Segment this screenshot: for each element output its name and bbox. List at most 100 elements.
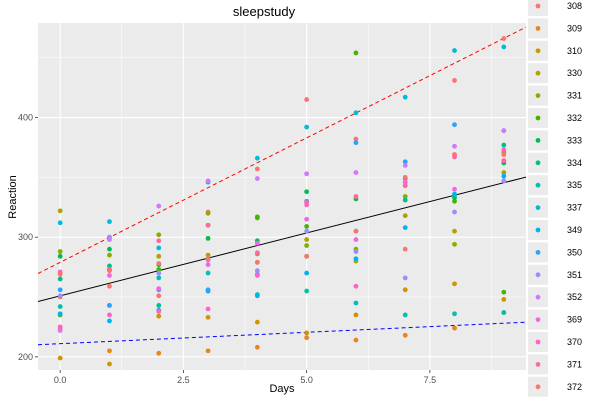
legend-label: 350 [567, 247, 582, 257]
legend-label: 310 [567, 46, 582, 56]
data-point [156, 350, 162, 356]
data-point [57, 271, 63, 277]
data-point [205, 222, 211, 228]
data-point [57, 276, 63, 282]
data-points [57, 36, 507, 367]
data-point [205, 252, 211, 258]
x-tick-label: 2.5 [177, 375, 190, 385]
legend-label: 337 [567, 203, 582, 213]
data-point [402, 162, 408, 168]
legend-label: 331 [567, 91, 582, 101]
data-point [57, 220, 63, 226]
legend-key-308 [535, 3, 541, 9]
data-point [254, 155, 260, 161]
data-point [107, 252, 112, 258]
data-point [304, 171, 310, 177]
legend-label: 309 [567, 23, 582, 33]
chart-title: sleepstudy [233, 4, 296, 19]
data-point [353, 283, 359, 289]
major-gridlines [38, 23, 526, 370]
data-point [452, 191, 457, 197]
data-point [254, 268, 260, 274]
data-point [304, 224, 310, 229]
data-point [353, 110, 359, 116]
data-point [156, 253, 162, 259]
data-point [353, 249, 359, 254]
data-point [156, 203, 162, 209]
data-point [156, 232, 162, 238]
legend-key-371 [535, 362, 541, 367]
data-point [304, 335, 310, 341]
data-point [254, 344, 260, 350]
data-point [304, 330, 310, 336]
data-point [402, 174, 408, 180]
data-point [57, 253, 63, 259]
data-point [156, 302, 162, 308]
reference-line [38, 321, 526, 346]
data-point [156, 275, 162, 281]
plot-panel [38, 23, 526, 370]
data-point [254, 273, 260, 278]
data-point [402, 287, 408, 293]
data-point [353, 140, 359, 146]
data-point [254, 240, 260, 246]
data-point [107, 219, 112, 225]
data-point [452, 325, 457, 331]
data-point [452, 209, 457, 215]
data-point [501, 128, 507, 134]
data-point [205, 287, 211, 293]
legend-label: 369 [567, 315, 582, 325]
data-point [501, 44, 507, 50]
legend-key-334 [535, 160, 541, 166]
data-point [57, 328, 63, 333]
legend-label: 352 [567, 292, 582, 302]
y-axis-title: Reaction [7, 175, 19, 218]
data-point [402, 332, 408, 338]
data-point [452, 143, 457, 149]
legend-key-337 [535, 205, 541, 211]
data-point [205, 256, 211, 262]
data-point [304, 270, 310, 276]
data-point [107, 318, 112, 324]
data-point [353, 50, 359, 56]
data-point [353, 256, 359, 262]
data-point [304, 243, 310, 248]
data-point [353, 237, 359, 242]
data-point [57, 355, 63, 361]
legend-label: 351 [567, 270, 582, 280]
data-point [402, 213, 408, 219]
reference-line [38, 26, 526, 274]
data-point [205, 348, 211, 354]
data-point [402, 159, 408, 165]
legend-label: 370 [567, 337, 582, 347]
data-point [107, 361, 112, 367]
legend-key-310 [535, 48, 541, 54]
data-point [156, 286, 162, 292]
data-point [205, 235, 211, 241]
data-point [254, 319, 260, 325]
data-point [57, 249, 63, 254]
data-point [452, 311, 457, 317]
x-axis-title: Days [269, 383, 295, 395]
data-point [501, 142, 507, 148]
data-point [501, 310, 507, 315]
data-point [156, 270, 162, 276]
data-point [107, 348, 112, 354]
data-point [501, 297, 507, 302]
data-point [304, 237, 310, 242]
legend-key-370 [535, 339, 541, 345]
data-point [107, 273, 112, 278]
data-point [402, 225, 408, 231]
data-point [57, 208, 63, 214]
data-point [501, 152, 507, 158]
legend-label: 335 [567, 180, 582, 190]
data-point [452, 152, 457, 158]
data-point [402, 94, 408, 100]
legend-key-350 [535, 250, 541, 255]
data-point [107, 268, 112, 274]
data-point [156, 261, 162, 266]
data-point [57, 311, 63, 317]
data-point [452, 198, 457, 204]
data-point [156, 313, 162, 319]
data-point [205, 314, 211, 320]
